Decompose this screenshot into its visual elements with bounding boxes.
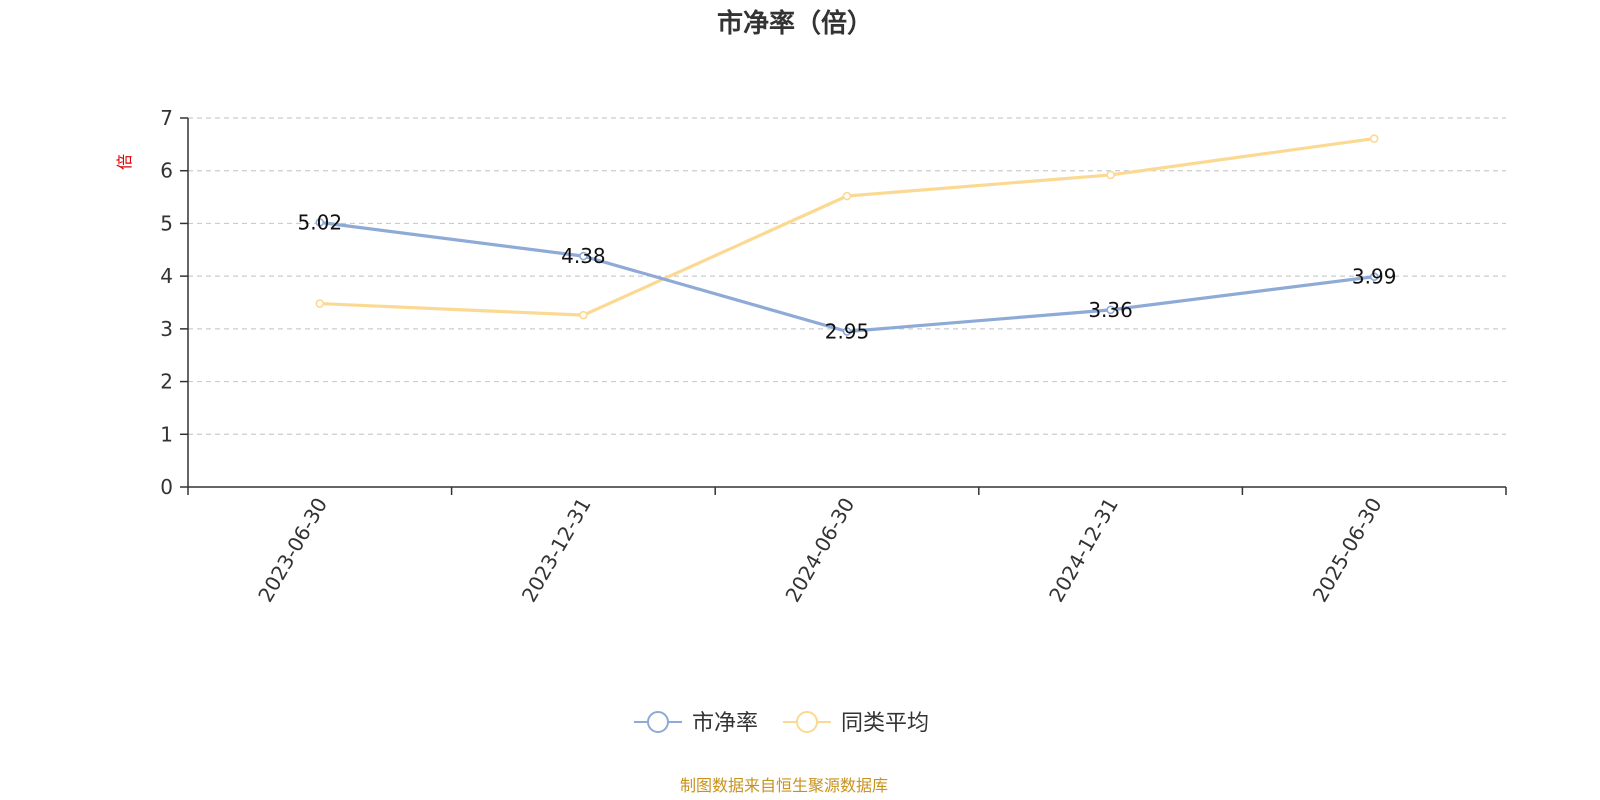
data-point xyxy=(315,299,325,308)
data-point xyxy=(579,251,588,261)
grid xyxy=(188,117,1506,435)
data-point xyxy=(842,191,852,201)
chart-title: 市净率（倍） xyxy=(717,8,873,39)
x-tick-label: 2024-12-31 xyxy=(1044,494,1123,607)
y-tick-label: 4 xyxy=(160,264,173,288)
data-label: 2.95 xyxy=(825,319,870,343)
data-label: 5.02 xyxy=(298,210,343,234)
legend-item[interactable]: 同类平均 xyxy=(783,711,929,736)
x-tick-label: 2023-12-31 xyxy=(517,494,596,607)
series xyxy=(315,134,1379,336)
y-tick-label: 5 xyxy=(160,211,173,235)
y-tick-label: 2 xyxy=(160,370,173,394)
y-tick-label: 0 xyxy=(160,475,173,499)
data-label: 4.38 xyxy=(561,244,606,268)
x-tick-label: 2025-06-30 xyxy=(1308,494,1387,607)
data-point xyxy=(315,218,325,227)
data-labels: 5.02 4.38 2.95 3.36 3.99 xyxy=(298,210,1397,343)
axes: 0 1 2 3 4 5 6 7 2023-06-30 2023-12-31 2024-06-30 20… xyxy=(160,106,1507,607)
y-tick-label: 7 xyxy=(160,106,173,130)
data-label: 3.99 xyxy=(1352,265,1397,289)
legend-marker xyxy=(796,711,818,733)
data-point xyxy=(842,327,852,336)
data-point xyxy=(1106,170,1115,180)
data-label: 3.36 xyxy=(1088,298,1133,322)
x-tick-label: 2023-06-30 xyxy=(253,494,332,607)
series-line xyxy=(319,220,1375,334)
y-tick-label: 1 xyxy=(160,422,173,446)
x-tick-label: 2024-06-30 xyxy=(780,494,859,607)
legend[interactable]: 市净率 同类平均 xyxy=(634,711,929,736)
data-point xyxy=(1106,305,1115,315)
y-tick-label: 3 xyxy=(160,317,173,341)
y-tick-label: 6 xyxy=(160,159,173,183)
series-line xyxy=(319,136,1375,317)
data-point xyxy=(1369,134,1379,143)
legend-marker xyxy=(647,711,669,733)
data-point xyxy=(579,310,588,320)
y-axis-unit: 倍 xyxy=(115,154,134,170)
source-note: 制图数据来自恒生聚源数据库 xyxy=(680,776,888,795)
legend-label: 同类平均 xyxy=(841,711,929,736)
legend-label: 市净率 xyxy=(692,711,758,736)
legend-item[interactable]: 市净率 xyxy=(634,711,758,736)
data-point xyxy=(1369,272,1379,281)
